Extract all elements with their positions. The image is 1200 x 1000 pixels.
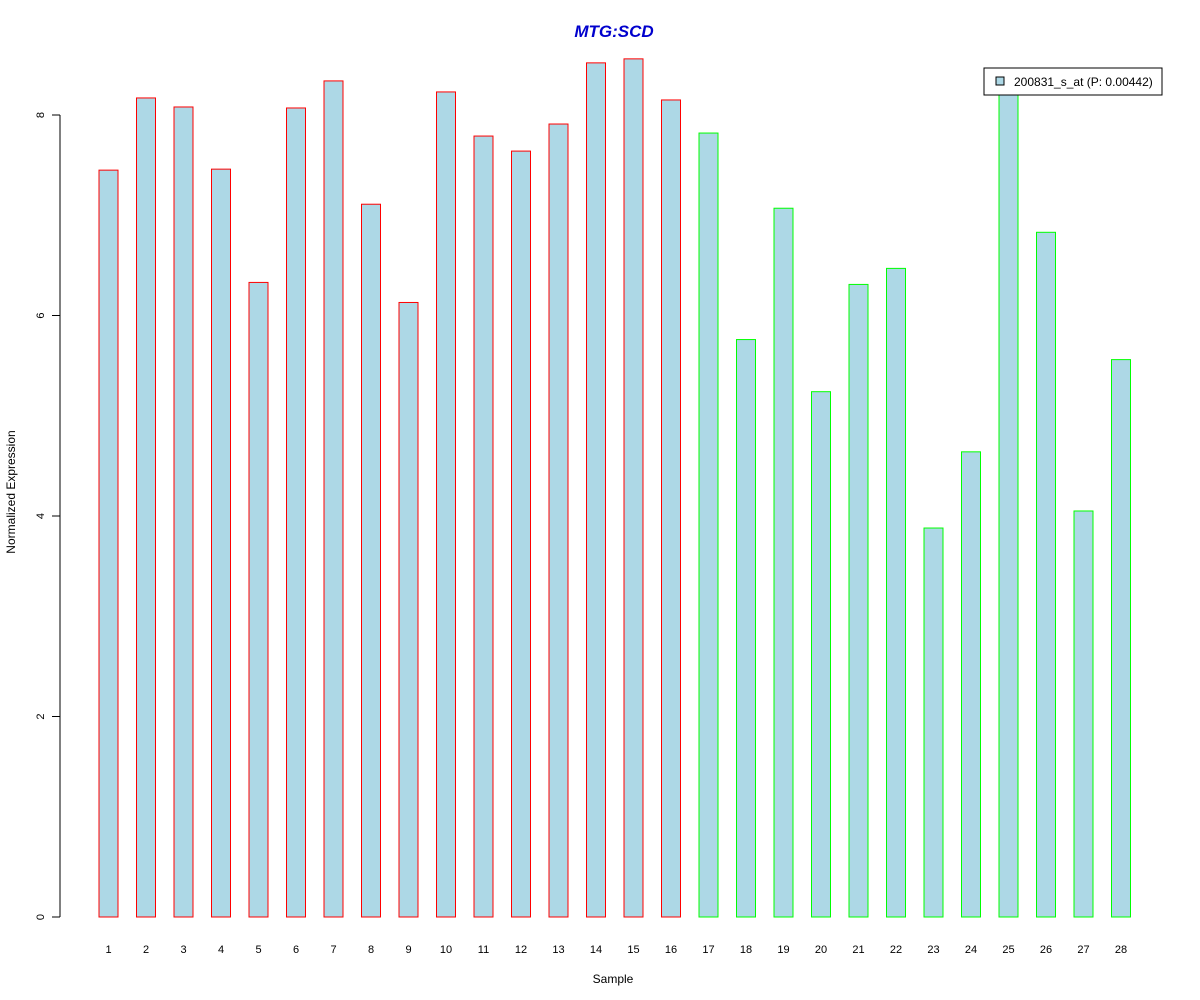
x-tick-label: 27 — [1077, 944, 1089, 956]
x-tick-label: 28 — [1115, 944, 1127, 956]
bar-sample-9 — [398, 301, 419, 918]
bar-sample-14 — [586, 62, 606, 918]
x-tick-label: 19 — [777, 944, 789, 956]
legend-label: 200831_s_at (P: 0.00442) — [1014, 75, 1153, 89]
bar-sample-24 — [961, 451, 981, 918]
legend-box — [983, 67, 1163, 96]
x-tick-label: 11 — [478, 944, 489, 956]
x-tick-label: 7 — [330, 944, 336, 956]
bar-sample-21 — [848, 283, 869, 918]
x-tick-label: 22 — [890, 944, 902, 956]
chart-title: MTG:SCD — [574, 22, 653, 41]
x-tick-label: 24 — [965, 944, 977, 956]
x-axis-label: Sample — [593, 972, 634, 986]
x-tick-label: 12 — [515, 944, 527, 956]
legend: 200831_s_at (P: 0.00442) — [983, 67, 1163, 96]
bar-sample-3 — [173, 106, 194, 918]
x-tick-label: 9 — [405, 944, 411, 956]
x-tick-label: 15 — [627, 944, 639, 956]
x-tick-label: 14 — [590, 944, 602, 956]
bar-sample-8 — [361, 203, 381, 918]
bar-sample-6 — [286, 107, 306, 918]
x-tick-label: 10 — [440, 944, 452, 956]
bar-sample-7 — [323, 80, 344, 918]
y-tick-label: 6 — [35, 312, 47, 318]
y-tick-label: 4 — [35, 513, 47, 519]
y-tick-label: 8 — [35, 112, 47, 118]
bar-sample-2 — [136, 97, 156, 918]
bar-sample-4 — [211, 168, 231, 918]
x-tick-label: 16 — [665, 944, 677, 956]
x-tick-label: 3 — [180, 944, 186, 956]
x-tick-label: 20 — [815, 944, 827, 956]
bar-sample-17 — [698, 132, 719, 918]
bar-sample-25 — [998, 86, 1019, 918]
bar-sample-11 — [473, 135, 494, 918]
bar-sample-10 — [436, 91, 456, 918]
bar-sample-23 — [923, 527, 944, 918]
bar-sample-26 — [1036, 231, 1056, 918]
x-tick-label: 26 — [1040, 944, 1052, 956]
legend-swatch — [995, 76, 1005, 86]
y-axis: 0 2 4 6 8 — [35, 112, 61, 920]
x-tick-label: 6 — [293, 944, 299, 956]
bar-sample-1 — [98, 169, 119, 918]
bar-sample-20 — [811, 391, 831, 918]
x-tick-label: 23 — [927, 944, 939, 956]
x-tick-label: 25 — [1002, 944, 1014, 956]
bar-sample-15 — [623, 58, 644, 918]
bar-sample-28 — [1111, 359, 1131, 918]
x-tick-labels: 1 2 3 4 5 6 7 8 9 10 11 12 13 14 15 16 17 18 19 20 21 22 23 24 2… — [105, 944, 1127, 956]
y-tick-label: 2 — [35, 713, 47, 719]
bars — [98, 58, 1131, 918]
y-axis-label: Normalized Expression — [4, 430, 18, 553]
bar-sample-19 — [773, 207, 794, 918]
x-tick-label: 2 — [143, 944, 149, 956]
bar-sample-5 — [248, 281, 269, 918]
bar-sample-18 — [736, 339, 756, 918]
bar-sample-13 — [548, 123, 569, 918]
x-tick-label: 1 — [105, 944, 111, 956]
bar-sample-27 — [1073, 510, 1094, 918]
x-tick-label: 17 — [702, 944, 714, 956]
x-tick-label: 18 — [740, 944, 752, 956]
bar-sample-12 — [511, 150, 531, 918]
y-tick-label: 0 — [35, 914, 47, 920]
x-tick-label: 21 — [852, 944, 864, 956]
x-tick-label: 8 — [368, 944, 374, 956]
x-tick-label: 4 — [218, 944, 224, 956]
bar-sample-16 — [661, 99, 681, 918]
x-tick-label: 5 — [255, 944, 261, 956]
x-tick-label: 13 — [552, 944, 564, 956]
bar-sample-22 — [886, 267, 906, 918]
